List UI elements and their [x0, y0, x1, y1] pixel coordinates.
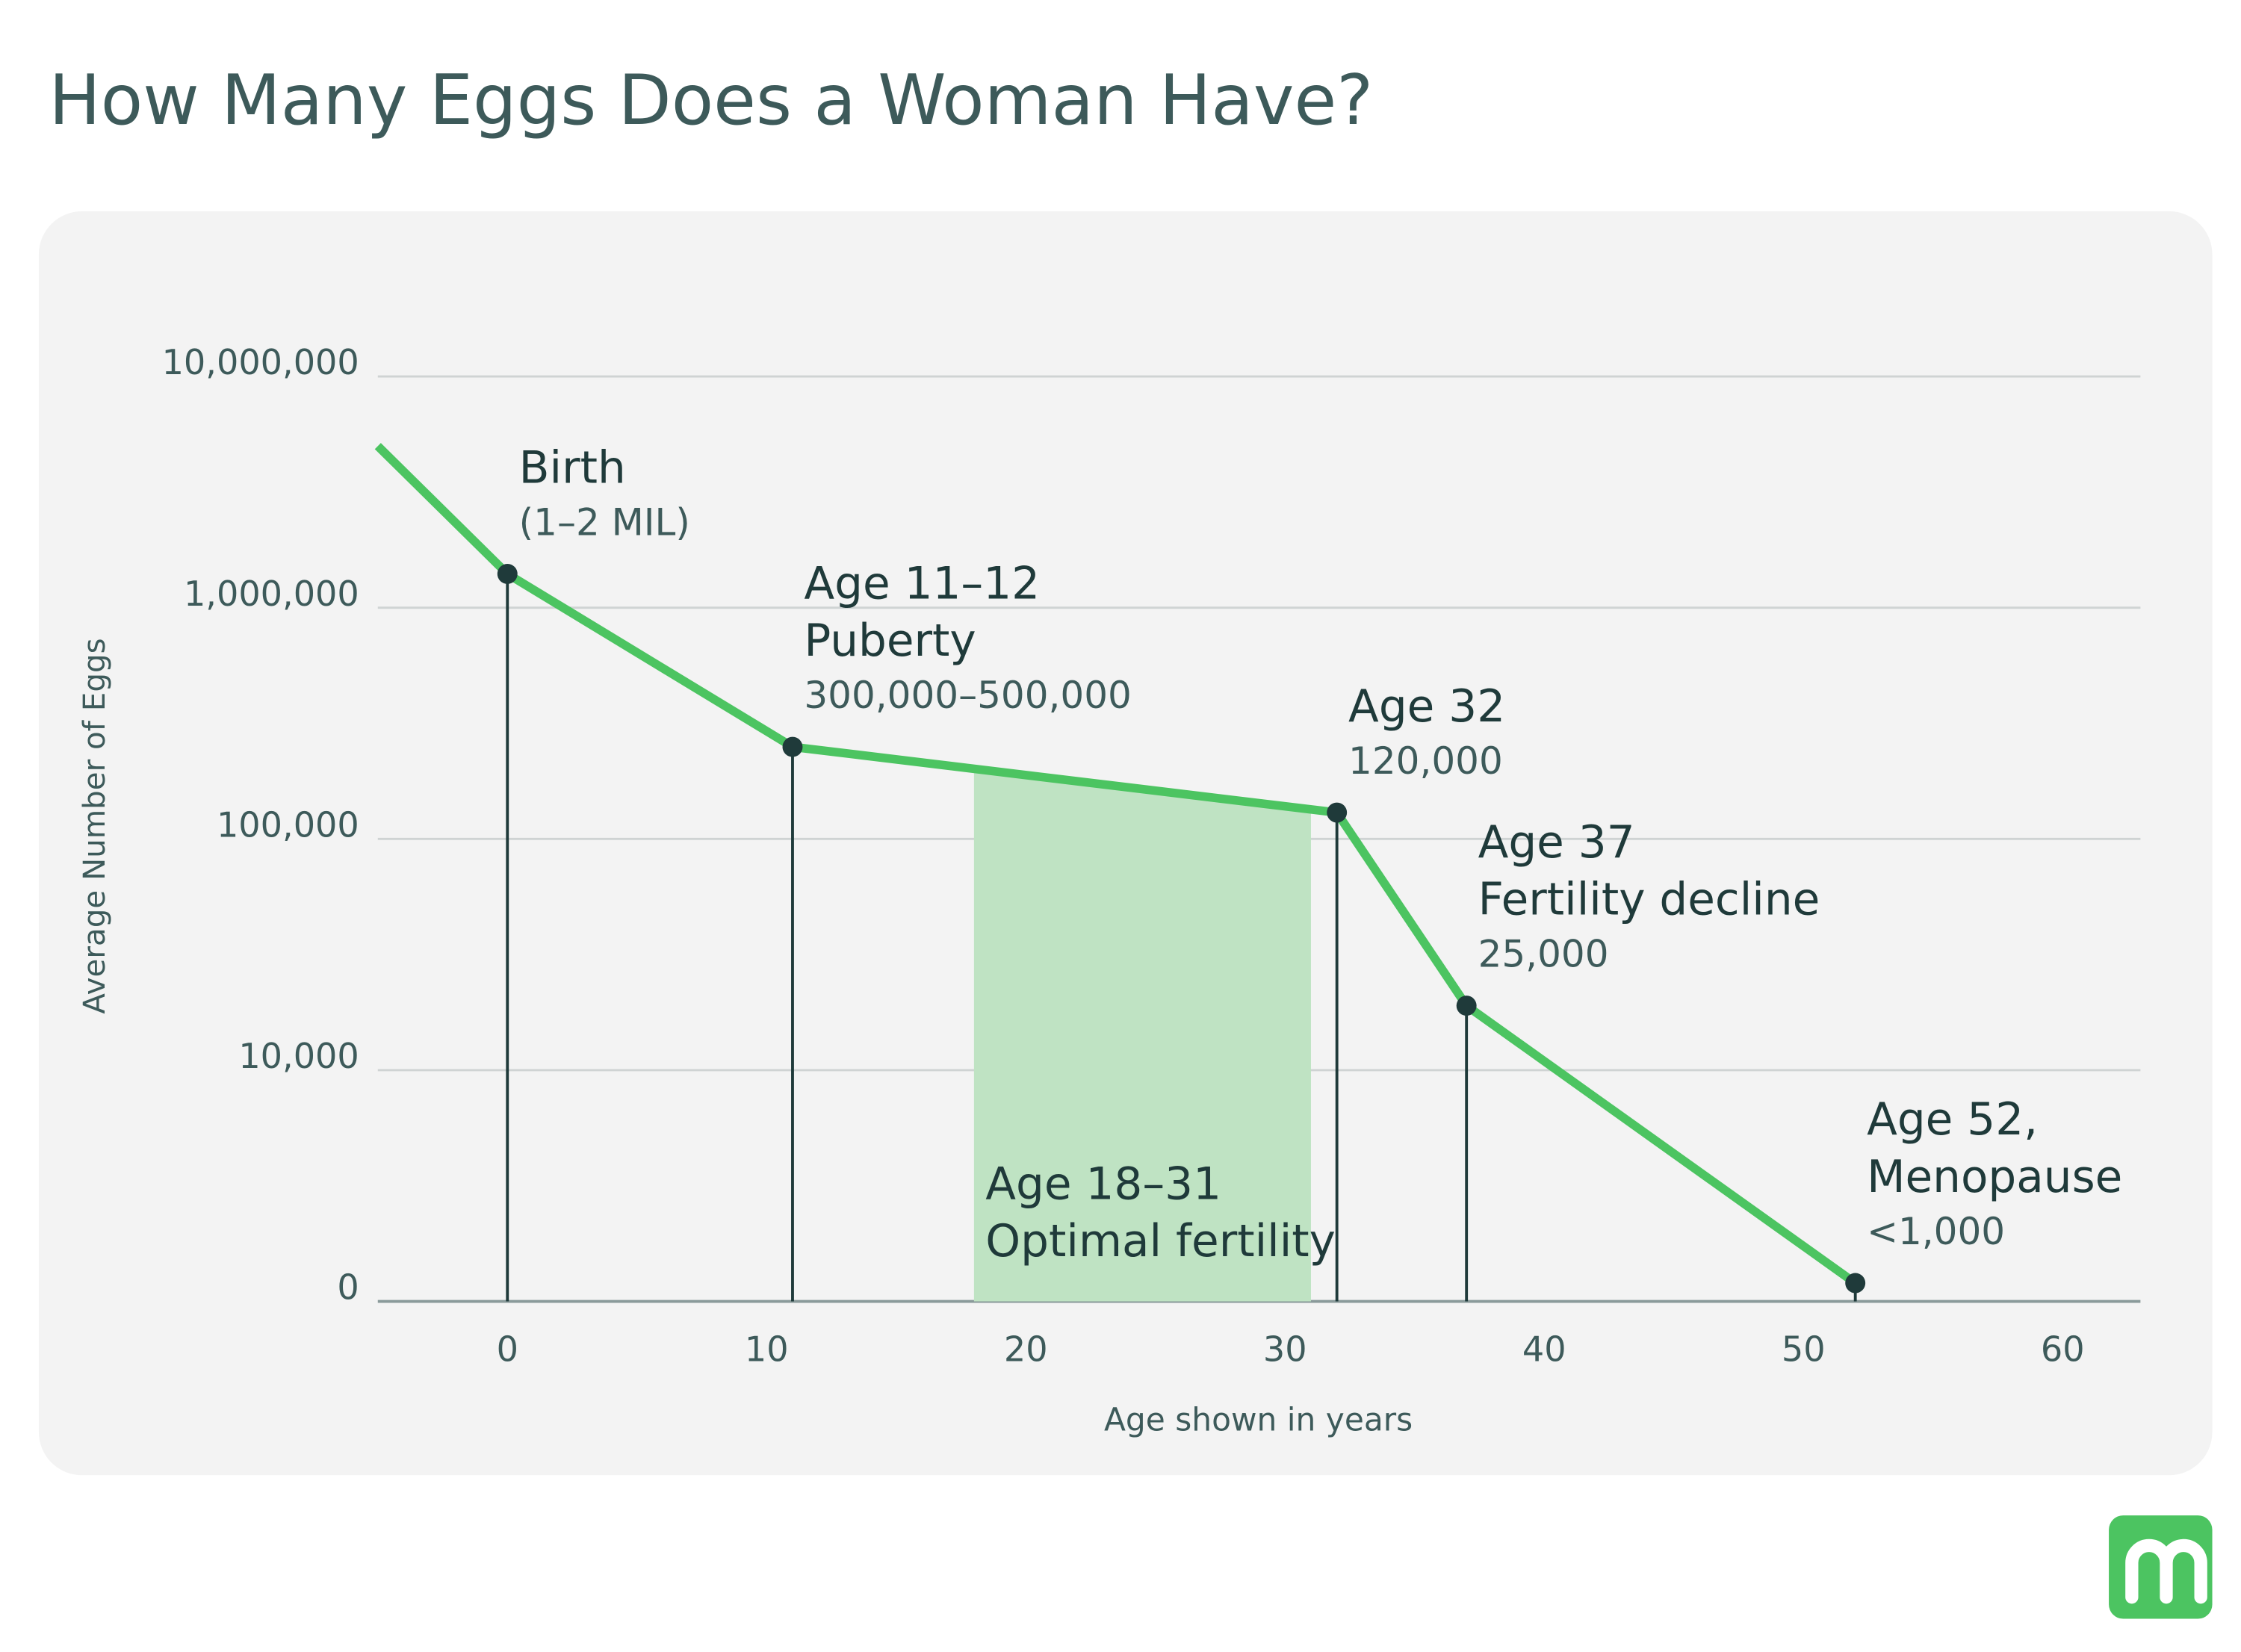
point-detail: 120,000	[1348, 739, 1503, 783]
x-tick-label: 0	[497, 1329, 518, 1369]
data-point	[782, 736, 803, 757]
point-detail: 25,000	[1478, 933, 1609, 976]
line-series	[374, 443, 1859, 1287]
point-title: Fertility decline	[1478, 875, 1820, 926]
x-tick-label: 10	[745, 1329, 789, 1369]
y-tick-label: 100,000	[217, 804, 359, 845]
y-tick-label: 0	[337, 1267, 359, 1308]
x-axis-label: Age shown in years	[1104, 1402, 1413, 1438]
y-tick-label: 10,000	[238, 1036, 359, 1076]
data-point	[1327, 802, 1348, 823]
y-tick-label: 10,000,000	[162, 342, 359, 382]
point-title: Age 11–12	[804, 558, 1040, 609]
point-title: Birth	[519, 443, 626, 494]
point-title: Puberty	[804, 615, 976, 667]
point-title: Age 32	[1348, 681, 1505, 733]
chart-title: How Many Eggs Does a Woman Have?	[49, 60, 1373, 140]
point-detail: <1,000	[1867, 1210, 2005, 1253]
x-tick-label: 50	[1782, 1329, 1826, 1369]
x-tick-label: 40	[1522, 1329, 1566, 1369]
data-point	[497, 563, 518, 584]
x-tick-label: 60	[2041, 1329, 2085, 1369]
point-title: Age 37	[1478, 817, 1635, 869]
x-tick-label: 20	[1004, 1329, 1048, 1369]
shaded-region	[973, 768, 1311, 1302]
y-tick-label: 1,000,000	[184, 574, 359, 614]
data-point	[1845, 1273, 1866, 1294]
point-title: Menopause	[1867, 1152, 2122, 1203]
point-detail: 300,000–500,000	[804, 674, 1132, 717]
point-detail: (1–2 MIL)	[519, 501, 690, 544]
point-title: Age 52,	[1867, 1094, 2038, 1146]
shaded-region-label: Age 18–31	[985, 1158, 1221, 1210]
data-point	[1456, 996, 1477, 1016]
y-axis-label: Average Number of Eggs	[77, 638, 112, 1013]
logo	[2109, 1515, 2213, 1619]
shaded-region-label: Optimal fertility	[985, 1216, 1336, 1267]
x-tick-label: 30	[1263, 1329, 1307, 1369]
